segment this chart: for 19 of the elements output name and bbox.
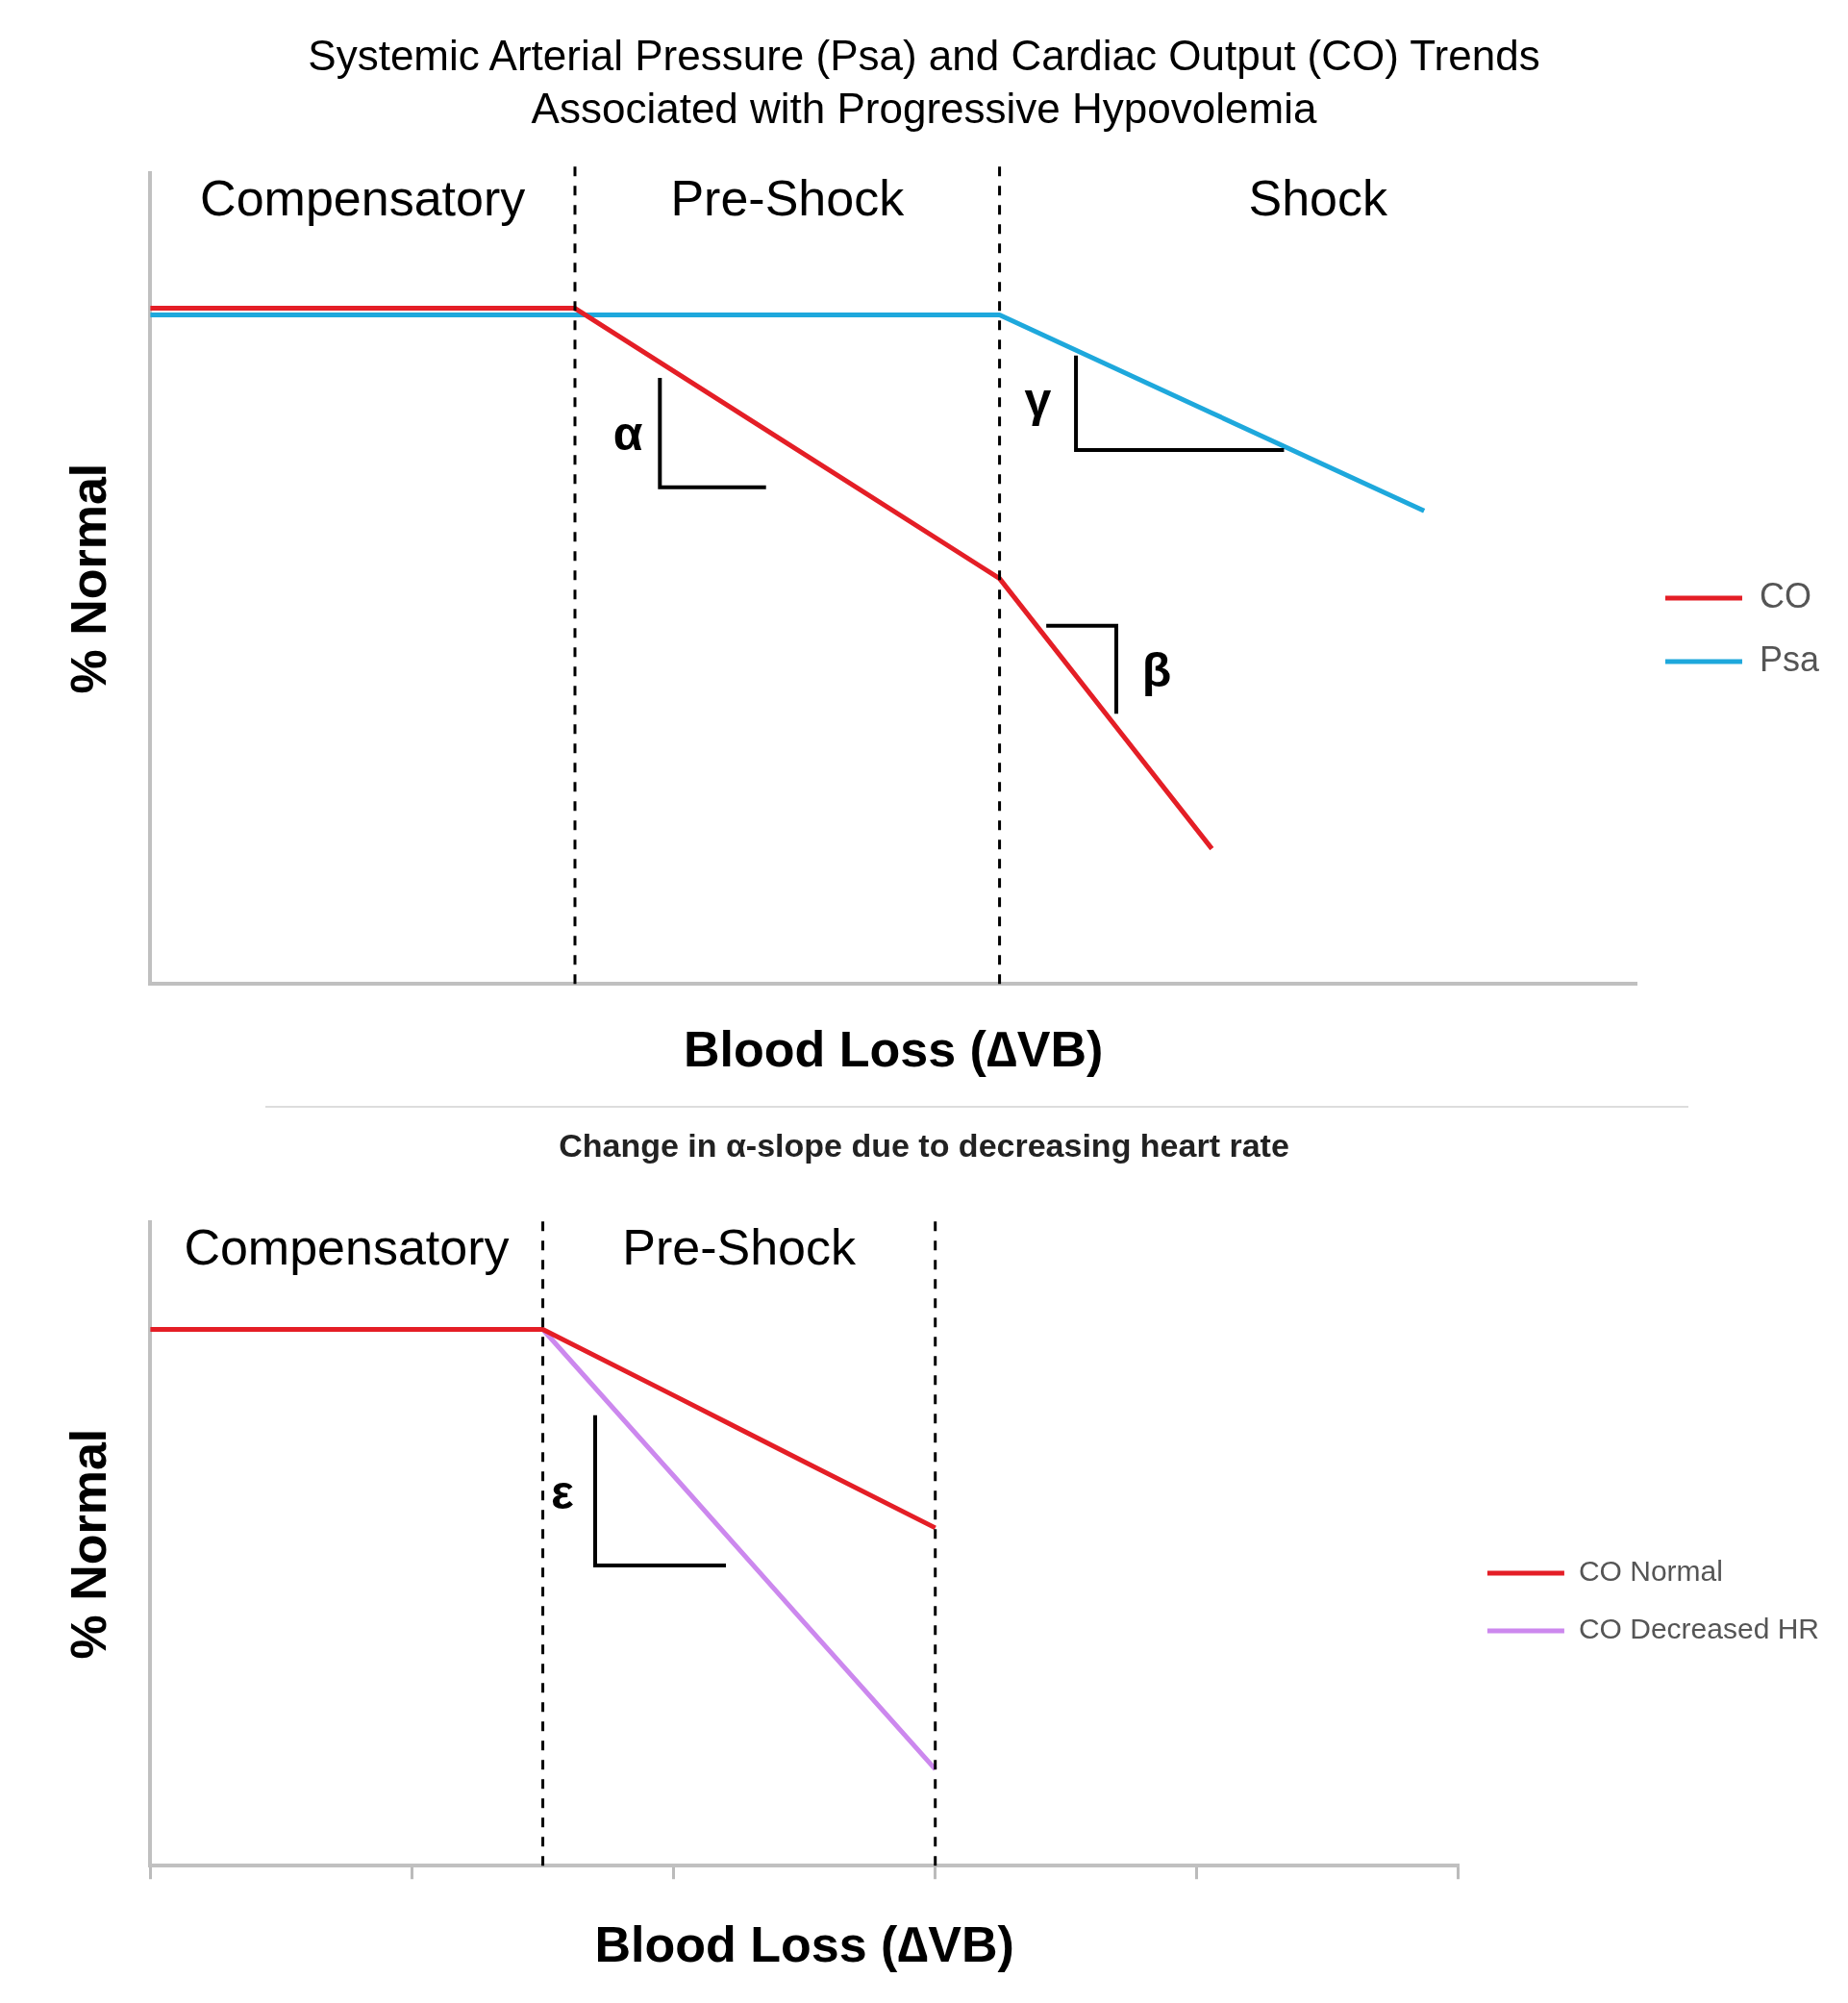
legend-label: CO	[1759, 575, 1811, 615]
text: Pre-Shock	[670, 170, 906, 227]
chart-title: Change in α-slope due to decreasing heart rate	[558, 1127, 1290, 1164]
annotation: ε	[551, 1465, 574, 1520]
text: Compensatory	[184, 1219, 510, 1276]
chart-title: Systemic Arterial Pressure (Psa) and Cardiac Output (CO) Trends Associated with Progressive Hypovolemia	[307, 31, 1541, 134]
legend-label: Psa	[1759, 638, 1820, 679]
y-axis-title: % Normal	[60, 463, 116, 694]
text: Compensatory	[200, 170, 526, 227]
y-axis-title: % Normal	[60, 1428, 116, 1660]
annotation: γ	[1024, 372, 1052, 427]
legend-label: CO Decreased HR	[1578, 1613, 1819, 1645]
text: Pre-Shock	[622, 1219, 858, 1276]
x-axis-title: Blood Loss (∆VB)	[594, 1916, 1014, 1973]
x-axis-title: Blood Loss (∆VB)	[684, 1021, 1104, 1078]
annotation: α	[612, 406, 643, 461]
text: Shock	[1248, 170, 1389, 227]
annotation: β	[1141, 642, 1172, 697]
legend-label: CO Normal	[1578, 1555, 1723, 1588]
